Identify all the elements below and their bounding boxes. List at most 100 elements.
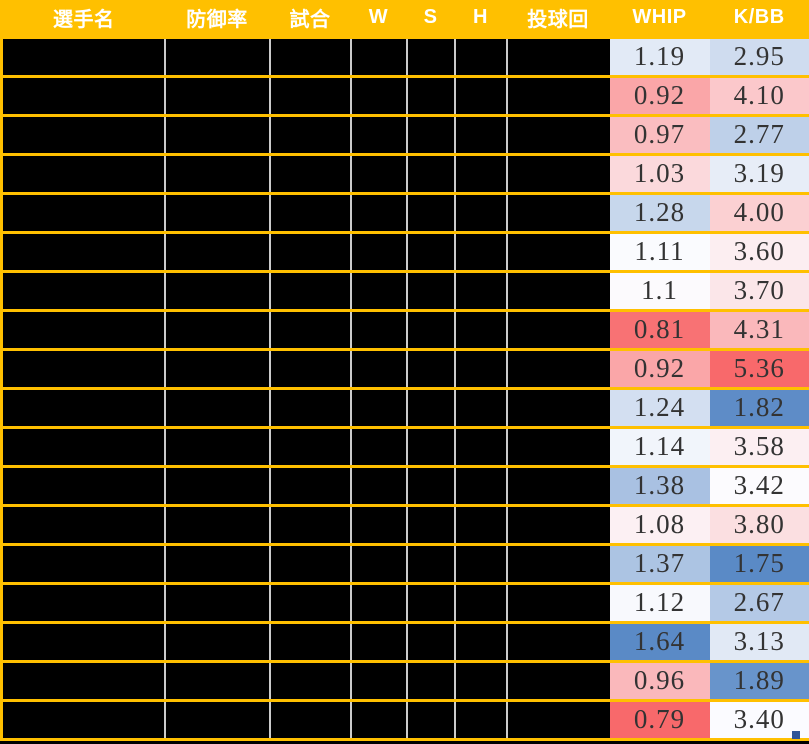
cell-wins[interactable]	[350, 269, 408, 311]
cell-player-name[interactable]	[1, 152, 166, 194]
cell-era[interactable]	[164, 425, 271, 467]
cell-era[interactable]	[164, 269, 271, 311]
cell-wins[interactable]	[350, 347, 408, 389]
cell-holds[interactable]	[454, 503, 508, 545]
cell-whip[interactable]: 0.92	[609, 347, 710, 389]
cell-games[interactable]	[269, 347, 352, 389]
cell-holds[interactable]	[454, 542, 508, 584]
col-header-whip[interactable]: WHIP	[609, 0, 710, 39]
cell-kbb[interactable]: 1.82	[709, 386, 809, 428]
cell-saves[interactable]	[406, 230, 456, 272]
cell-wins[interactable]	[350, 308, 408, 350]
cell-holds[interactable]	[454, 464, 508, 506]
cell-era[interactable]	[164, 386, 271, 428]
cell-whip[interactable]: 1.11	[609, 230, 710, 272]
col-header-kbb[interactable]: K/BB	[709, 0, 809, 39]
cell-holds[interactable]	[454, 269, 508, 311]
cell-player-name[interactable]	[1, 35, 166, 77]
cell-holds[interactable]	[454, 425, 508, 467]
cell-player-name[interactable]	[1, 74, 166, 116]
cell-games[interactable]	[269, 659, 352, 701]
cell-wins[interactable]	[350, 191, 408, 233]
cell-innings[interactable]	[506, 230, 610, 272]
cell-wins[interactable]	[350, 386, 408, 428]
cell-saves[interactable]	[406, 308, 456, 350]
cell-innings[interactable]	[506, 35, 610, 77]
cell-holds[interactable]	[454, 308, 508, 350]
cell-wins[interactable]	[350, 503, 408, 545]
cell-era[interactable]	[164, 113, 271, 155]
cell-innings[interactable]	[506, 503, 610, 545]
cell-holds[interactable]	[454, 74, 508, 116]
cell-holds[interactable]	[454, 113, 508, 155]
cell-innings[interactable]	[506, 74, 610, 116]
cell-kbb[interactable]: 4.10	[709, 74, 809, 116]
cell-innings[interactable]	[506, 659, 610, 701]
cell-saves[interactable]	[406, 620, 456, 662]
cell-saves[interactable]	[406, 386, 456, 428]
cell-player-name[interactable]	[1, 269, 166, 311]
cell-games[interactable]	[269, 308, 352, 350]
cell-player-name[interactable]	[1, 386, 166, 428]
cell-holds[interactable]	[454, 230, 508, 272]
cell-wins[interactable]	[350, 620, 408, 662]
cell-kbb[interactable]: 3.13	[709, 620, 809, 662]
cell-era[interactable]	[164, 464, 271, 506]
cell-saves[interactable]	[406, 347, 456, 389]
cell-innings[interactable]	[506, 191, 610, 233]
cell-innings[interactable]	[506, 542, 610, 584]
cell-holds[interactable]	[454, 152, 508, 194]
col-header-player-name[interactable]: 選手名	[1, 0, 165, 39]
cell-kbb[interactable]: 2.77	[709, 113, 809, 155]
cell-innings[interactable]	[506, 152, 610, 194]
cell-whip[interactable]: 0.79	[609, 698, 710, 740]
cell-era[interactable]	[164, 191, 271, 233]
cell-wins[interactable]	[350, 35, 408, 77]
cell-player-name[interactable]	[1, 542, 166, 584]
cell-saves[interactable]	[406, 74, 456, 116]
cell-whip[interactable]: 0.96	[609, 659, 710, 701]
cell-kbb[interactable]: 2.95	[709, 35, 809, 77]
cell-player-name[interactable]	[1, 191, 166, 233]
cell-games[interactable]	[269, 230, 352, 272]
cell-player-name[interactable]	[1, 659, 166, 701]
cell-kbb[interactable]: 4.31	[709, 308, 809, 350]
col-header-wins[interactable]: W	[350, 0, 407, 39]
cell-era[interactable]	[164, 698, 271, 740]
cell-whip[interactable]: 1.37	[609, 542, 710, 584]
cell-whip[interactable]: 1.1	[609, 269, 710, 311]
cell-whip[interactable]: 1.19	[609, 35, 710, 77]
cell-era[interactable]	[164, 308, 271, 350]
cell-saves[interactable]	[406, 542, 456, 584]
selection-fill-handle[interactable]	[792, 731, 800, 739]
cell-whip[interactable]: 0.81	[609, 308, 710, 350]
cell-wins[interactable]	[350, 464, 408, 506]
cell-saves[interactable]	[406, 35, 456, 77]
cell-games[interactable]	[269, 503, 352, 545]
cell-wins[interactable]	[350, 425, 408, 467]
cell-wins[interactable]	[350, 152, 408, 194]
cell-kbb[interactable]: 4.00	[709, 191, 809, 233]
cell-innings[interactable]	[506, 464, 610, 506]
cell-innings[interactable]	[506, 386, 610, 428]
cell-wins[interactable]	[350, 74, 408, 116]
cell-player-name[interactable]	[1, 620, 166, 662]
cell-holds[interactable]	[454, 347, 508, 389]
cell-games[interactable]	[269, 542, 352, 584]
cell-games[interactable]	[269, 74, 352, 116]
cell-games[interactable]	[269, 191, 352, 233]
cell-games[interactable]	[269, 269, 352, 311]
cell-innings[interactable]	[506, 308, 610, 350]
cell-saves[interactable]	[406, 425, 456, 467]
cell-era[interactable]	[164, 152, 271, 194]
cell-player-name[interactable]	[1, 464, 166, 506]
cell-innings[interactable]	[506, 698, 610, 740]
cell-era[interactable]	[164, 581, 271, 623]
cell-innings[interactable]	[506, 581, 610, 623]
cell-whip[interactable]: 1.03	[609, 152, 710, 194]
cell-era[interactable]	[164, 620, 271, 662]
cell-games[interactable]	[269, 620, 352, 662]
cell-games[interactable]	[269, 464, 352, 506]
cell-era[interactable]	[164, 542, 271, 584]
cell-player-name[interactable]	[1, 698, 166, 740]
